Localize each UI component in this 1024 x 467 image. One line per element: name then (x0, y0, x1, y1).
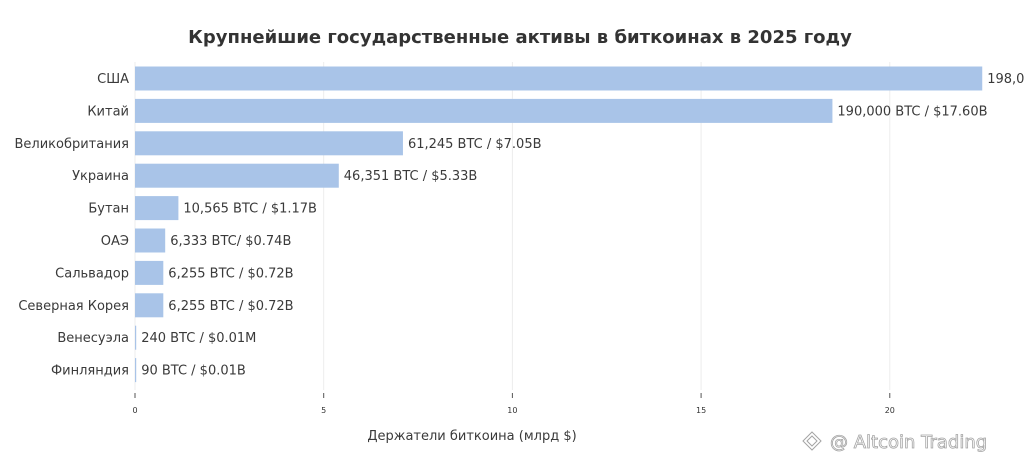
value-label-0: 198,012 BTC/ $22.8B (987, 72, 1024, 87)
bar-6 (135, 260, 164, 285)
bar-4 (135, 196, 179, 221)
value-label-1: 190,000 BTC / $17.60B (837, 104, 987, 119)
diamond-logo-icon (802, 431, 822, 451)
watermark-text: @ Altcoin Trading (830, 432, 987, 453)
value-label-2: 61,245 BTC / $7.05B (408, 137, 542, 152)
value-label-8: 240 BTC / $0.01M (141, 331, 256, 346)
x-axis-label: Держатели биткоина (млрд $) (367, 429, 576, 444)
value-label-5: 6,333 BTC/ $0.74B (170, 234, 291, 249)
tick-label-4: 20 (885, 406, 895, 415)
chart-title: Крупнейшие государственные активы в битк… (188, 27, 852, 48)
value-labels: 198,012 BTC/ $22.8B 190,000 BTC / $17.60B… (141, 72, 1024, 379)
bar-8 (135, 325, 137, 350)
bar-3 (135, 163, 339, 188)
x-axis-ticks: 0 5 10 15 20 (132, 393, 895, 415)
tick-label-1: 5 (321, 406, 326, 415)
category-label-4: Бутан (88, 202, 129, 217)
bar-2 (135, 131, 403, 156)
value-label-4: 10,565 BTC / $1.17B (183, 202, 317, 217)
tick-label-3: 15 (696, 406, 706, 415)
tick-label-2: 10 (507, 406, 517, 415)
category-label-7: Северная Корея (18, 299, 129, 314)
value-label-3: 46,351 BTC / $5.33B (344, 169, 478, 184)
category-label-5: ОАЭ (101, 234, 129, 249)
category-label-6: Сальвадор (55, 266, 129, 281)
value-label-7: 6,255 BTC / $0.72B (168, 299, 293, 314)
category-label-2: Великобритания (14, 137, 129, 152)
bars (135, 66, 983, 383)
value-label-9: 90 BTC / $0.01B (141, 364, 246, 379)
category-label-3: Украина (72, 169, 129, 184)
category-labels: США Китай Великобритания Украина Бутан ОАЭ Сал… (14, 72, 129, 379)
bar-9 (135, 358, 137, 383)
category-label-0: США (97, 72, 129, 87)
category-label-1: Китай (87, 104, 129, 119)
category-label-9: Финляндия (51, 364, 129, 379)
bar-0 (135, 66, 983, 91)
tick-label-0: 0 (132, 406, 137, 415)
watermark: @ Altcoin Trading (802, 431, 988, 453)
category-label-8: Венесуэла (57, 331, 129, 346)
bar-5 (135, 228, 166, 253)
bar-1 (135, 98, 833, 123)
bar-7 (135, 293, 164, 318)
value-label-6: 6,255 BTC / $0.72B (168, 266, 293, 281)
